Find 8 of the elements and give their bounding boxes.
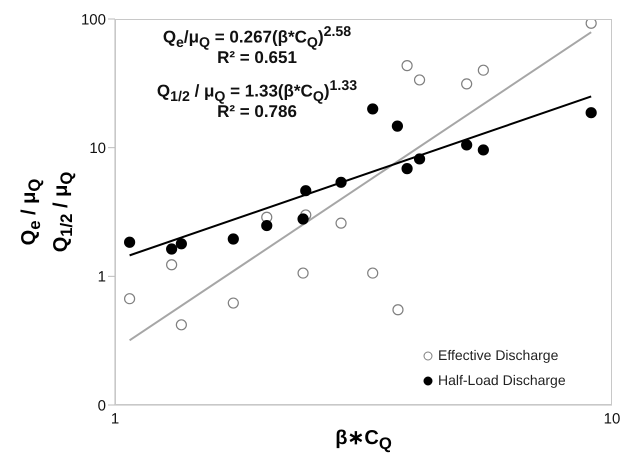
y-tick-label: 0 — [98, 397, 106, 414]
annotation: Q$_{1/2}$ / μ$_{Q}$ = 1.33(β*C$_{Q}$)$^{1.33}$ — [156, 78, 358, 106]
y-tick-label: 1 — [98, 268, 106, 286]
legend-label: Effective Discharge — [438, 346, 558, 365]
y-tick-label: 100 — [80, 11, 106, 28]
y-tick-label: 10 — [89, 140, 106, 157]
x-axis-title: β∗C$_{Q}$ — [335, 427, 392, 453]
legend-label: Half-Load Discharge — [438, 371, 566, 390]
